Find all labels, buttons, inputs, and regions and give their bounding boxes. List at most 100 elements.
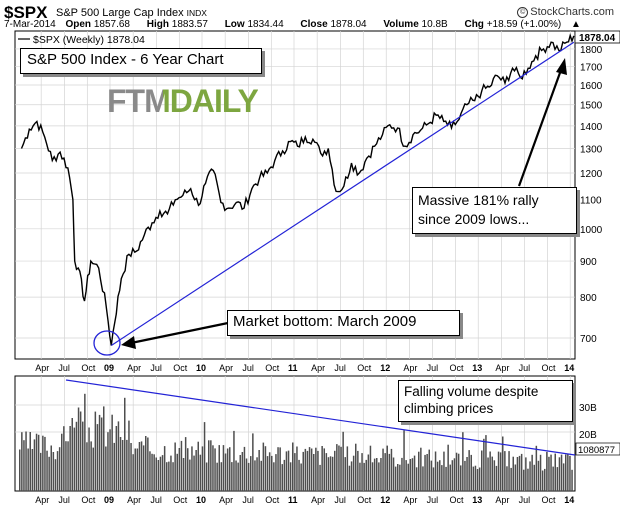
volume-bar-185 (407, 463, 409, 491)
volume-bar-97 (222, 445, 225, 491)
volume-bar-199 (436, 461, 439, 491)
vol-x-label-20: Apr (495, 495, 509, 505)
volume-bar-164 (363, 462, 365, 491)
x-label-12: Apr (311, 363, 325, 373)
volume-bars (19, 393, 573, 491)
rally-line-1: Massive 181% rally (418, 192, 539, 208)
volume-bar-258 (560, 454, 563, 491)
volume-bar-78 (182, 458, 185, 491)
volume-bar-41 (105, 446, 107, 491)
quote-line: 7-Mar-2014 Open 1857.68 High 1883.57 Low… (4, 19, 595, 30)
x-label-18: Oct (450, 363, 465, 373)
volume-bar-196 (430, 460, 433, 491)
y-tick-1000: 1000 (580, 225, 603, 236)
volume-bar-22 (65, 441, 67, 491)
volume-bar-105 (239, 455, 241, 491)
x-label-22: Oct (542, 363, 557, 373)
volume-bar-145 (323, 448, 325, 491)
volume-bar-53 (130, 443, 132, 491)
volume-bar-186 (409, 459, 412, 491)
y-tick-1800: 1800 (580, 45, 603, 56)
last-volume-value: 1080877 (578, 445, 615, 456)
market-bottom-text: Market bottom: March 2009 (233, 313, 417, 330)
volume-bar-153 (340, 446, 342, 491)
chg-label: Chg (464, 19, 484, 30)
vol-x-label-7: 10 (196, 495, 206, 505)
volume-bar-63 (151, 453, 153, 491)
volume-bar-35 (92, 447, 94, 491)
volume-bar-61 (147, 437, 149, 491)
volume-bar-13 (46, 450, 48, 491)
up-arrow-icon: ▲ (570, 19, 581, 30)
volume-bar-47 (117, 421, 120, 491)
volume-bar-137 (306, 450, 309, 491)
volume-bar-42 (107, 432, 109, 491)
vol-x-label-2: Oct (81, 495, 96, 505)
volume-bar-243 (529, 461, 531, 491)
volume-bar-249 (541, 470, 544, 491)
vol-x-label-18: Oct (450, 495, 465, 505)
volume-value: 10.8B (421, 19, 448, 30)
volume-bar-111 (252, 433, 254, 491)
volume-bar-31 (84, 393, 86, 491)
volume-bar-150 (334, 450, 336, 491)
x-axis-labels: Apr Jul Oct 09 Apr Jul Oct 10 Apr Jul Oct 11 Apr Jul O… (35, 363, 574, 373)
volume-bar-33 (88, 427, 90, 491)
volume-bar-236 (514, 464, 517, 491)
volume-trendline (65, 379, 576, 456)
volume-bar-46 (115, 426, 118, 491)
volume-bar-72 (170, 455, 172, 491)
vol-x-label-14: Oct (357, 495, 372, 505)
volume-bar-141 (315, 447, 317, 491)
volume-bar-238 (518, 455, 521, 491)
x-label-3: 09 (104, 363, 114, 373)
volume-bar-10 (40, 452, 42, 491)
volume-bar-237 (516, 457, 519, 491)
volume-bar-184 (405, 460, 407, 491)
vol-x-label-19: 13 (472, 495, 482, 505)
last-volume-tag (575, 442, 620, 456)
volume-bar-143 (319, 464, 321, 491)
volume-bar-104 (237, 462, 239, 491)
volume-bar-254 (552, 466, 554, 491)
volume-bar-120 (271, 455, 273, 491)
volume-bar-174 (384, 453, 386, 491)
last-price-value: 1878.04 (579, 33, 616, 44)
volume-bar-99 (226, 448, 229, 491)
volume-bar-94 (216, 462, 218, 491)
volume-bar-166 (367, 454, 370, 491)
y-tick-1100: 1100 (580, 196, 602, 207)
volume-bar-169 (373, 458, 376, 491)
volume-bar-192 (422, 466, 424, 491)
volume-bar-149 (331, 456, 334, 491)
volume-bar-138 (308, 447, 311, 491)
volume-bar-176 (388, 453, 391, 491)
volume-bar-3 (25, 431, 27, 491)
symbol: $SPX (4, 3, 48, 22)
watermark-text: StockCharts.com (530, 6, 614, 18)
volume-bar-205 (449, 464, 451, 491)
volume-bar-51 (126, 439, 128, 491)
price-y-axis: 700 800 900 1000 1100 1200 1300 1400 1500 1600 170… (580, 45, 603, 345)
volume-bar-28 (77, 407, 80, 491)
volume-bar-92 (212, 445, 214, 491)
volume-bar-179 (394, 466, 397, 491)
quote-change: Chg +18.59 (+1.00%) ▲ (464, 19, 587, 30)
volume-bar-194 (426, 454, 428, 491)
volume-bar-57 (138, 442, 141, 491)
volume-bar-65 (155, 457, 157, 491)
volume-bar-62 (149, 451, 151, 491)
volume-bar-156 (346, 446, 349, 491)
volume-bar-85 (197, 441, 199, 491)
volume-bar-248 (539, 454, 542, 491)
volume-bar-231 (504, 451, 506, 491)
index-description: S&P 500 Large Cap Index INDX (56, 7, 207, 19)
volume-bar-170 (376, 458, 378, 491)
volume-bar-253 (550, 454, 552, 491)
volume-bar-14 (48, 456, 50, 491)
volume-bar-70 (166, 462, 168, 491)
volume-bar-15 (50, 445, 52, 491)
volume-bar-240 (523, 469, 525, 491)
volume-bar-262 (569, 455, 571, 491)
x-label-20: Apr (495, 363, 509, 373)
